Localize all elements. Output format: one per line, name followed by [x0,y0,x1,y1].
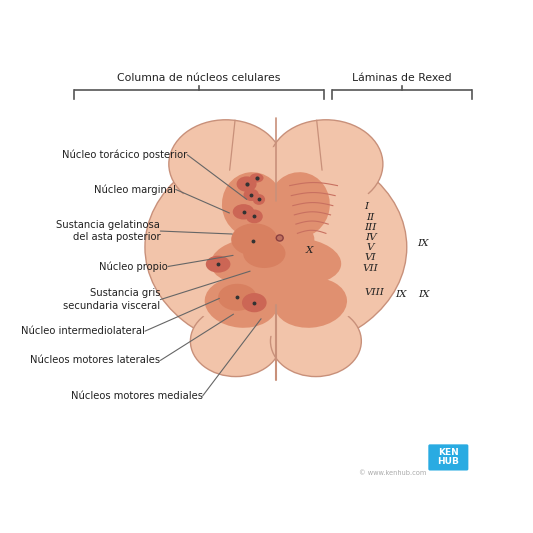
Ellipse shape [160,159,391,336]
Ellipse shape [244,189,259,201]
Ellipse shape [199,147,353,255]
Ellipse shape [237,176,256,192]
Text: Núcleos motores laterales: Núcleos motores laterales [30,356,160,366]
Text: © www.kenhub.com: © www.kenhub.com [359,470,427,476]
Ellipse shape [274,278,347,328]
Text: IX: IX [417,239,429,248]
Ellipse shape [231,223,277,256]
Text: Columna de núcleos celulares: Columna de núcleos celulares [117,73,280,83]
Ellipse shape [249,173,263,182]
Text: Láminas de Rexed: Láminas de Rexed [352,73,452,83]
Text: II: II [367,213,375,222]
Text: I: I [365,202,369,211]
Ellipse shape [253,194,265,205]
Ellipse shape [207,251,345,336]
Ellipse shape [243,239,286,268]
Ellipse shape [206,256,230,273]
Ellipse shape [276,235,283,241]
Ellipse shape [222,172,284,238]
Text: VII: VII [362,263,378,272]
Text: X: X [305,246,313,255]
Text: Núcleo intermediolateral: Núcleo intermediolateral [21,326,145,336]
Text: KEN: KEN [438,448,459,457]
Ellipse shape [246,209,263,223]
Text: IX: IX [395,290,406,298]
Ellipse shape [233,204,254,220]
Ellipse shape [169,120,283,208]
Ellipse shape [269,120,383,208]
Text: Núcleo marginal: Núcleo marginal [94,184,176,195]
Text: VIII: VIII [365,288,384,297]
Ellipse shape [218,284,256,311]
Ellipse shape [242,293,266,312]
Ellipse shape [211,238,295,285]
Ellipse shape [270,306,361,377]
Text: Sustancia gelatinosa
del asta posterior: Sustancia gelatinosa del asta posterior [56,220,160,243]
Text: Núcleo propio: Núcleo propio [99,261,168,272]
Ellipse shape [268,172,330,238]
Text: VI: VI [365,254,376,262]
Ellipse shape [243,216,309,309]
Ellipse shape [257,238,341,285]
FancyBboxPatch shape [429,445,469,471]
Text: III: III [365,223,377,232]
Text: Sustancia gris
secundaria visceral: Sustancia gris secundaria visceral [63,288,160,311]
Text: HUB: HUB [438,457,459,466]
Text: V: V [367,244,374,253]
Ellipse shape [237,216,314,263]
Ellipse shape [205,278,278,328]
Ellipse shape [145,143,407,351]
Text: IX: IX [418,290,430,298]
Text: Núcleos motores mediales: Núcleos motores mediales [71,391,203,401]
Text: IV: IV [365,233,376,243]
Text: Núcleo torácico posterior: Núcleo torácico posterior [62,150,187,160]
Ellipse shape [249,193,303,255]
Ellipse shape [190,306,281,377]
